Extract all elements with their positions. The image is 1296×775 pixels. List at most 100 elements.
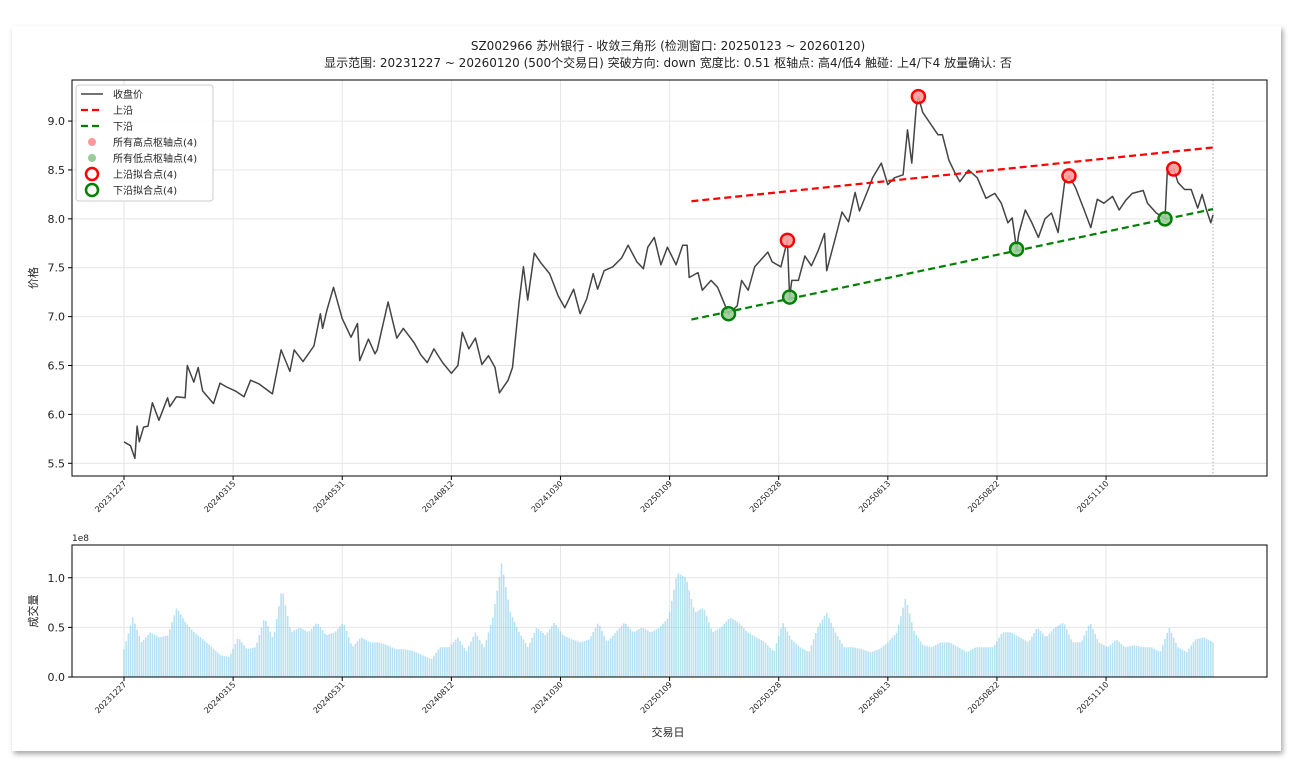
volume-bar: [337, 628, 339, 677]
volume-bar: [954, 645, 957, 677]
volume-bar: [782, 623, 784, 677]
volume-bar: [1172, 637, 1175, 677]
volume-bar: [1129, 646, 1131, 677]
volume-bar: [367, 641, 370, 677]
volume-y-tick-label: 0.0: [48, 671, 66, 684]
volume-bar: [806, 651, 808, 677]
volume-bar: [649, 631, 651, 677]
volume-bar: [1039, 631, 1042, 677]
volume-bar: [662, 623, 664, 677]
volume-bar: [836, 636, 839, 677]
volume-bar: [430, 658, 433, 677]
volume-bar: [417, 653, 420, 677]
volume-bar: [546, 632, 549, 677]
volume-bar: [199, 637, 202, 677]
volume-offset-label: 1e8: [72, 534, 89, 544]
volume-bar: [1055, 626, 1057, 677]
volume-bar: [142, 639, 145, 677]
volume-bar: [932, 646, 935, 677]
volume-bar: [880, 647, 883, 677]
volume-bar: [149, 632, 151, 677]
volume-bar: [815, 633, 817, 677]
volume-bar: [284, 605, 287, 677]
volume-bar: [492, 617, 494, 677]
volume-bar: [232, 648, 234, 677]
volume-bar: [553, 623, 555, 677]
volume-bar: [994, 645, 996, 677]
volume-bar: [719, 628, 721, 677]
volume-bar: [1109, 644, 1112, 677]
volume-bar: [714, 630, 717, 677]
volume-bar: [363, 639, 365, 677]
volume-bar: [164, 635, 167, 677]
volume-bar: [208, 644, 210, 677]
volume-bar: [1107, 646, 1109, 677]
volume-bar: [1105, 646, 1107, 677]
volume-bar: [151, 633, 154, 677]
volume-bar: [550, 626, 553, 677]
volume-bar: [812, 639, 815, 677]
volume-bar: [970, 650, 972, 677]
volume-bar: [956, 646, 959, 677]
volume-bar: [535, 628, 538, 677]
volume-bar: [849, 647, 852, 677]
price-x-tick-label: 20250822: [966, 479, 1001, 514]
volume-bar: [1212, 642, 1214, 677]
volume-bar: [153, 634, 156, 677]
volume-bar: [557, 628, 560, 677]
volume-bar: [985, 647, 987, 677]
volume-bar: [173, 615, 175, 677]
volume-bar: [568, 638, 570, 677]
volume-bar: [1037, 628, 1040, 677]
volume-bar: [1148, 647, 1151, 677]
volume-bar: [276, 618, 278, 677]
volume-xlabel: 交易日: [652, 725, 685, 739]
volume-bar: [935, 645, 937, 677]
low-pivot-point: [1011, 244, 1022, 255]
volume-bar: [219, 654, 221, 677]
legend-label: 上沿: [113, 105, 133, 117]
volume-x-tick-label: 20240315: [202, 680, 237, 715]
volume-bar: [644, 629, 647, 677]
volume-bar: [843, 647, 845, 677]
price-x-tick-label: 20251110: [1075, 479, 1110, 514]
lower-fit-point: [1157, 211, 1173, 227]
volume-bar: [618, 628, 621, 677]
legend-label: 收盘价: [113, 88, 143, 101]
volume-bar: [1207, 639, 1210, 677]
volume-x-tick-label: 20250822: [966, 680, 1001, 715]
volume-bar: [906, 604, 909, 677]
volume-bar: [784, 627, 787, 677]
volume-bar: [876, 650, 878, 677]
volume-bar: [810, 645, 813, 677]
volume-bar: [138, 635, 141, 677]
volume-bar: [1068, 634, 1070, 677]
volume-ylabel: 成交量: [26, 595, 40, 628]
price-grid: [72, 80, 1267, 476]
volume-bar: [265, 620, 267, 677]
volume-bar: [1194, 639, 1197, 677]
volume-bar: [300, 628, 302, 677]
volume-bar: [1166, 632, 1168, 677]
volume-bar: [716, 629, 719, 677]
volume-bar: [1133, 645, 1136, 677]
volume-bar: [310, 628, 313, 677]
volume-bar: [1116, 639, 1118, 677]
volume-bar: [256, 642, 258, 677]
volume-bar: [1210, 641, 1212, 677]
volume-bar: [169, 629, 171, 677]
volume-bar: [184, 621, 186, 677]
volume-bar: [723, 624, 725, 677]
volume-bar: [252, 647, 254, 677]
volume-bar: [123, 649, 125, 677]
volume-x-tick-label: 20250109: [639, 680, 674, 715]
volume-bar: [260, 627, 263, 677]
volume-bar: [987, 647, 989, 677]
volume-bar: [197, 635, 199, 677]
volume-bar: [1170, 632, 1173, 677]
volume-bar: [531, 637, 533, 677]
volume-bar: [1188, 648, 1190, 677]
volume-bar: [1026, 641, 1029, 677]
volume-bar: [738, 623, 741, 677]
volume-bar: [241, 642, 243, 677]
